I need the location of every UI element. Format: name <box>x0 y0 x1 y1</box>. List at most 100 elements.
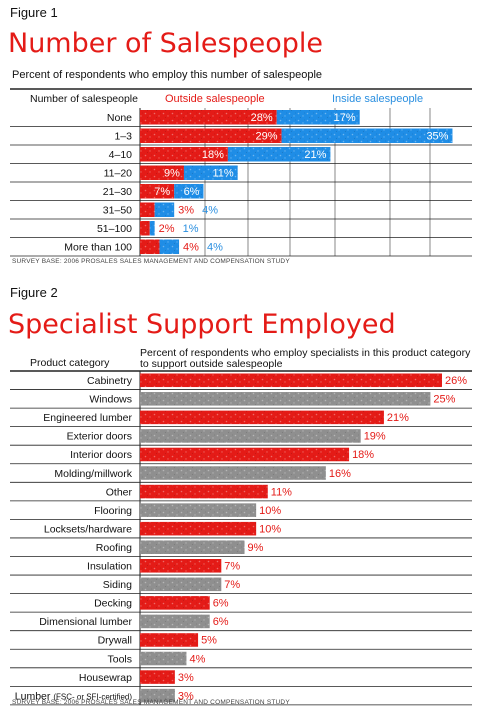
value-label-inside: 4% <box>202 205 218 217</box>
bar-texture <box>140 670 175 684</box>
figure2-title: Specialist Support Employed <box>8 309 396 340</box>
bar-texture <box>276 110 360 125</box>
value-label-inside: 35% <box>426 131 448 143</box>
category-label-lumber: Lumber (FSC- or SFI-certified) <box>15 690 133 702</box>
figure1-column-header: Number of salespeople <box>30 93 138 105</box>
bar-texture <box>281 128 453 143</box>
category-label-windows: Windows <box>89 394 132 406</box>
category-label-21-30: 21–30 <box>103 186 132 198</box>
bar-texture <box>140 596 210 610</box>
category-label-locksets-hardware: Locksets/hardware <box>44 523 132 535</box>
value-label-windows: 25% <box>433 394 455 406</box>
category-label-51-100: 51–100 <box>97 223 132 235</box>
bar-texture <box>140 373 442 388</box>
value-label-outside: 7% <box>154 186 170 198</box>
bar-texture <box>140 110 277 125</box>
value-label-drywall: 5% <box>201 635 217 647</box>
bar-texture <box>140 503 257 517</box>
value-label-decking: 6% <box>213 598 229 610</box>
value-label-outside: 2% <box>159 223 175 235</box>
value-label-siding: 7% <box>224 579 240 591</box>
category-label-31-50: 31–50 <box>103 205 132 217</box>
value-label-outside: 9% <box>164 168 180 180</box>
bar-texture <box>140 410 384 425</box>
category-label-housewrap: Housewrap <box>79 672 132 684</box>
bar-texture <box>140 429 361 443</box>
value-label-outside: 3% <box>178 205 194 217</box>
bar-texture <box>140 651 187 666</box>
value-label-outside: 4% <box>183 242 199 254</box>
value-label-engineered-lumber: 21% <box>387 412 409 424</box>
figure1-bars: None 28% 17% 1–3 29% 35% 4–10 18% 21% 11–20 9% 11% 2… <box>64 110 453 254</box>
category-label-flooring: Flooring <box>94 505 132 517</box>
category-label-engineered-lumber: Engineered lumber <box>43 412 132 424</box>
value-label-inside: 6% <box>184 186 200 198</box>
figure2-bars: Cabinetry 26% Windows 25% Engineered lumber 2… <box>15 373 467 703</box>
bar-texture <box>149 221 155 236</box>
figure1-source: SURVEY BASE: 2006 PROSALES SALES MANAGEM… <box>12 258 290 265</box>
bar-texture <box>140 633 199 647</box>
value-label-flooring: 10% <box>259 505 281 517</box>
bar-texture <box>140 540 245 554</box>
value-label-inside: 4% <box>207 242 223 254</box>
category-label-exterior-doors: Exterior doors <box>67 431 132 443</box>
value-label-housewrap: 3% <box>178 672 194 684</box>
category-label-none: None <box>107 112 132 124</box>
bar-texture <box>183 165 238 180</box>
category-label-more-than-100: More than 100 <box>64 242 132 254</box>
bar-texture <box>140 239 160 254</box>
value-label-inside: 17% <box>334 112 356 124</box>
category-label-dimensional-lumber: Dimensional lumber <box>39 616 132 628</box>
bar-texture <box>154 202 175 217</box>
value-label-cabinetry: 26% <box>445 375 467 387</box>
figure2-subtitle-line2: to support outside salespeople <box>140 358 283 370</box>
category-label-cabinetry: Cabinetry <box>87 375 133 387</box>
category-label-decking: Decking <box>94 598 132 610</box>
category-label-interior-doors: Interior doors <box>70 449 132 461</box>
bar-texture <box>159 239 180 254</box>
value-label-inside: 11% <box>212 168 233 180</box>
bar-texture <box>140 559 222 573</box>
bar-texture <box>140 165 184 180</box>
bar-texture <box>140 221 150 236</box>
category-label-molding-millwork: Molding/millwork <box>54 468 132 480</box>
bar-texture <box>140 392 431 406</box>
category-label-11-20: 11–20 <box>104 168 133 180</box>
category-label-roofing: Roofing <box>96 542 132 554</box>
bar-texture <box>140 202 155 217</box>
value-label-outside: 29% <box>256 131 278 143</box>
value-label-locksets-hardware: 10% <box>259 523 281 535</box>
category-label-1-3: 1–3 <box>114 131 132 143</box>
value-label-inside: 21% <box>304 149 326 161</box>
bar-texture <box>140 577 222 592</box>
bar-texture <box>140 614 210 629</box>
category-label-insulation: Insulation <box>87 561 132 573</box>
figure2-label: Figure 2 <box>10 285 58 300</box>
bar-texture <box>174 184 204 199</box>
value-label-lumber: 3% <box>178 690 194 702</box>
category-label-tools: Tools <box>107 653 132 665</box>
category-label-siding: Siding <box>103 579 132 591</box>
value-label-molding-millwork: 16% <box>329 468 351 480</box>
category-label-4-10: 4–10 <box>109 149 133 161</box>
bar-texture <box>140 521 257 536</box>
figure1-label: Figure 1 <box>10 5 58 20</box>
figure1-subtitle: Percent of respondents who employ this n… <box>12 69 322 81</box>
value-label-outside: 28% <box>251 112 273 124</box>
value-label-outside: 18% <box>202 149 224 161</box>
figure2-subtitle-line1: Percent of respondents who employ specia… <box>140 347 471 359</box>
category-label-drywall: Drywall <box>98 635 132 647</box>
value-label-dimensional-lumber: 6% <box>213 616 229 628</box>
value-label-insulation: 7% <box>224 561 240 573</box>
bar-texture <box>140 484 268 499</box>
bar-texture <box>140 447 350 462</box>
bar-texture <box>140 147 228 162</box>
legend-outside-salespeople: Outside salespeople <box>165 93 265 105</box>
value-label-roofing: 9% <box>248 542 264 554</box>
bar-texture <box>227 147 331 162</box>
figure2-source: SURVEY BASE: 2006 PROSALES SALES MANAGEM… <box>12 699 290 706</box>
figure2-column-header: Product category <box>30 357 110 369</box>
bar-texture <box>140 466 326 480</box>
bar-texture <box>140 128 282 143</box>
